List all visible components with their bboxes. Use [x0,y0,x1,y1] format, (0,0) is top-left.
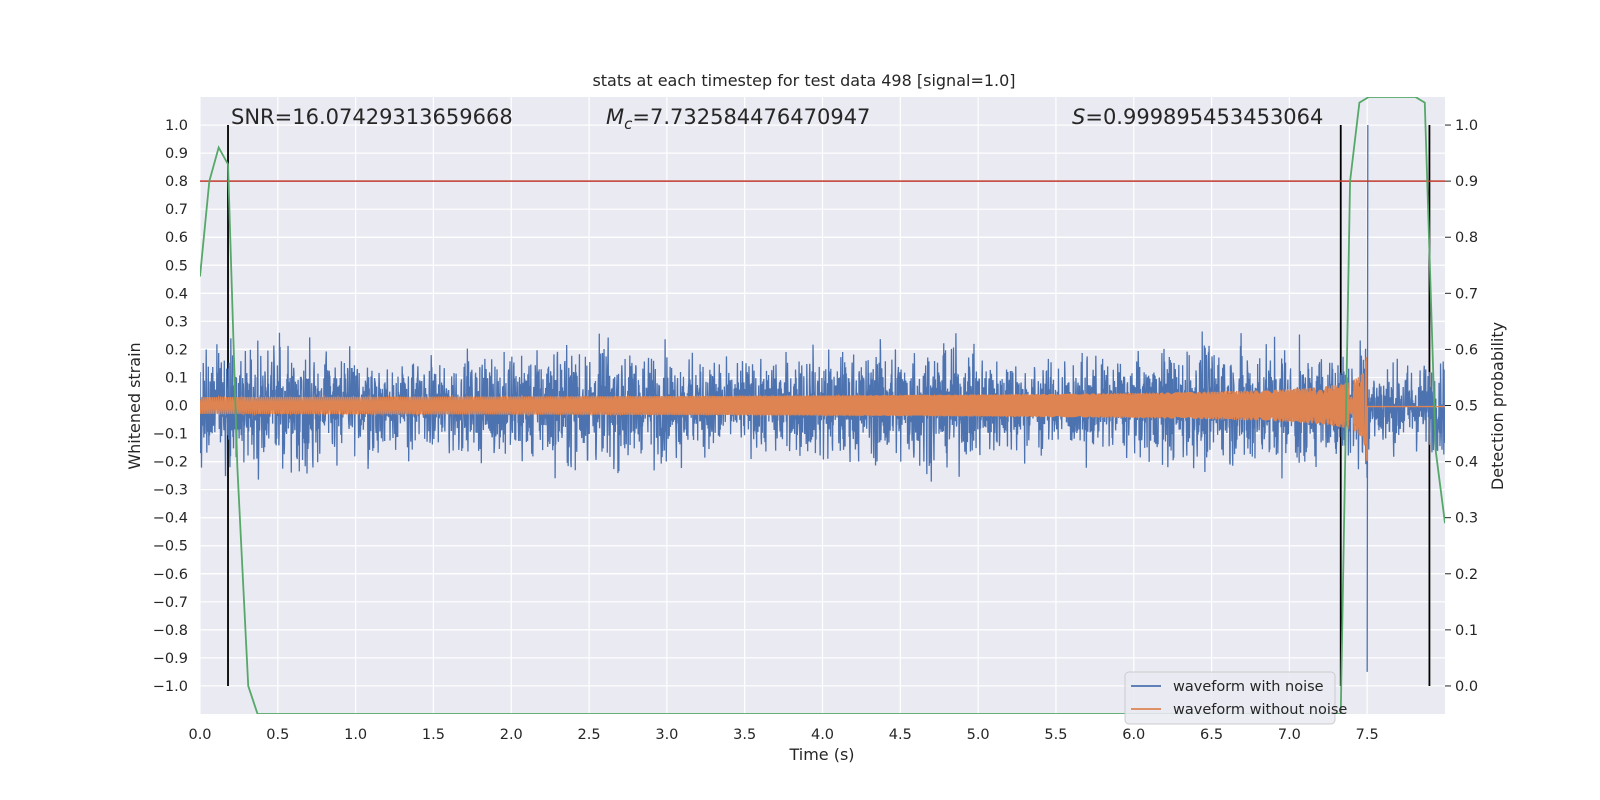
x-tick-label: 1.5 [422,727,445,743]
snr-annotation: SNR=16.07429313659668 [231,105,513,129]
legend-box [1124,671,1336,725]
y-tick-label: 0.0 [165,399,188,415]
y-tick-label: −0.7 [153,595,188,611]
y2-tick-label: 1.0 [1455,118,1478,134]
x-tick-label: 4.0 [811,727,834,743]
x-tick-label: 3.5 [733,727,756,743]
chart-title: stats at each timestep for test data 498… [592,71,1015,90]
y-tick-label: 0.1 [165,370,188,386]
x-axis-label: Time (s) [788,745,854,764]
x-axis-ticks: 0.0 0.5 1.0 1.5 2.0 2.5 3.0 3.5 4.0 4.5 5.0 5.5 6.0 6… [188,727,1378,743]
x-tick-label: 1.0 [344,727,367,743]
s-annotation: S=0.999895453453064 [1072,105,1323,129]
y2-tick-label: 0.4 [1455,455,1478,471]
y2-tick-label: 0.2 [1455,567,1478,583]
x-tick-label: 3.0 [655,727,678,743]
mc-value: =7.732584476470947 [632,105,870,129]
y2-tick-label: 0.0 [1455,679,1478,695]
series-detection-probability [200,97,1445,714]
y2-tick-label: 0.7 [1455,286,1478,302]
legend-label: waveform without noise [1173,702,1347,718]
mc-symbol: M [606,105,624,129]
y-tick-label: 1.0 [165,118,188,134]
mc-subscript: c [624,115,633,133]
series-waveform-without-noise [200,357,1445,462]
y-tick-label: −1.0 [153,679,188,695]
legend: waveform with noise waveform without nois… [1124,671,1347,725]
y-tick-label: −0.6 [153,567,188,583]
s-symbol: S [1072,105,1085,129]
y-tick-label: −0.4 [153,511,188,527]
s-value: =0.999895453453064 [1085,105,1323,129]
y-tick-label: −0.8 [153,623,188,639]
y-axis-label: Whitened strain [125,342,144,469]
mc-annotation: Mc=7.732584476470947 [606,105,870,133]
y-tick-label: 0.2 [165,342,188,358]
y-tick-label: 0.3 [165,314,188,330]
annotations: SNR=16.07429313659668 Mc=7.7325844764709… [231,105,1323,133]
y-tick-label: 0.9 [165,146,188,162]
y2-axis-ticks: 1.0 0.9 0.8 0.7 0.6 0.5 0.4 0.3 0.2 0.1 0.0 [1445,118,1478,695]
y2-tick-label: 0.6 [1455,342,1478,358]
y-tick-label: −0.1 [153,427,188,443]
plot-lines [200,97,1445,714]
x-tick-label: 7.5 [1356,727,1379,743]
y-tick-label: 0.7 [165,202,188,218]
y-tick-label: −0.3 [153,483,188,499]
y2-tick-label: 0.8 [1455,230,1478,246]
y2-tick-label: 0.9 [1455,174,1478,190]
x-tick-label: 4.5 [889,727,912,743]
y-tick-label: 0.5 [165,258,188,274]
y-tick-label: 0.8 [165,174,188,190]
y-tick-label: −0.9 [153,651,188,667]
x-tick-label: 6.5 [1200,727,1223,743]
y-tick-label: 0.4 [165,286,188,302]
y2-tick-label: 0.5 [1455,399,1478,415]
y2-tick-label: 0.3 [1455,511,1478,527]
y-tick-label: −0.2 [153,455,188,471]
y-tick-label: 0.6 [165,230,188,246]
x-tick-label: 5.5 [1044,727,1067,743]
x-tick-label: 0.0 [188,727,211,743]
y2-axis-label: Detection probability [1488,322,1507,490]
y2-tick-label: 0.1 [1455,623,1478,639]
y-axis-ticks: 1.0 0.9 0.8 0.7 0.6 0.5 0.4 0.3 0.2 0.1 0.0 −0.1 −0.… [153,118,188,695]
x-tick-label: 6.0 [1122,727,1145,743]
x-tick-label: 7.0 [1278,727,1301,743]
x-tick-label: 2.5 [578,727,601,743]
y-tick-label: −0.5 [153,539,188,555]
x-tick-label: 2.0 [500,727,523,743]
x-tick-label: 5.0 [967,727,990,743]
x-tick-label: 0.5 [266,727,289,743]
legend-label: waveform with noise [1173,679,1324,695]
